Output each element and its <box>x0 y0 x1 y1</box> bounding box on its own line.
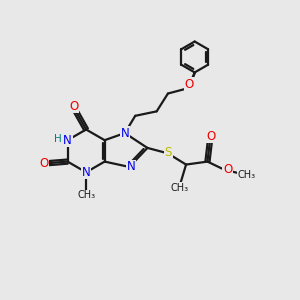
Text: H: H <box>54 134 62 144</box>
Text: CH₃: CH₃ <box>238 170 256 180</box>
Text: O: O <box>70 100 79 112</box>
Text: N: N <box>82 166 91 179</box>
Text: O: O <box>223 164 232 176</box>
Text: O: O <box>207 130 216 143</box>
Text: O: O <box>40 157 49 169</box>
Text: S: S <box>164 146 172 159</box>
Text: N: N <box>121 127 129 140</box>
Text: CH₃: CH₃ <box>77 190 95 200</box>
Text: N: N <box>63 134 72 147</box>
Text: N: N <box>126 160 135 173</box>
Text: O: O <box>184 77 194 91</box>
Text: CH₃: CH₃ <box>170 183 188 193</box>
